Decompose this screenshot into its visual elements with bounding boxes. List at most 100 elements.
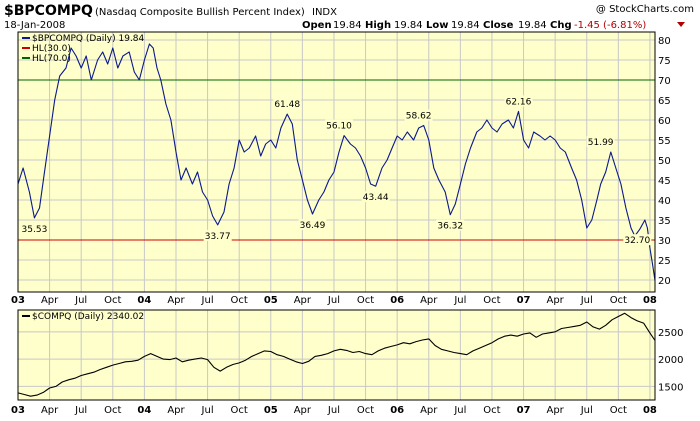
bp-data-label-bg-7 (436, 219, 465, 231)
quote-low-value: 19.84 (451, 20, 480, 31)
chart-name: (Nasdaq Composite Bullish Percent Index) (95, 7, 305, 18)
compq-xtick-label-0: 03 (11, 405, 25, 416)
chart-symbol: $BPCOMPQ (4, 3, 93, 19)
bp-xtick-label-0: 03 (11, 295, 25, 306)
compq-legend-label-0: $COMPQ (Daily) 2340.02 (32, 312, 144, 322)
compq-ytick-label-1: 2000 (658, 355, 683, 366)
bp-series-line-0 (17, 43, 656, 281)
quote-open-value: 19.84 (333, 20, 362, 31)
bp-xtick-label-12: 06 (390, 295, 404, 306)
bp-ytick-label-7: 55 (658, 136, 671, 147)
compq-ytick-label-0: 1500 (658, 382, 683, 393)
quote-open-label: Open (302, 20, 332, 31)
bp-data-label-0: 35.53 (22, 225, 48, 235)
bp-plot-border (17, 31, 656, 293)
bp-data-label-2: 61.48 (274, 100, 300, 110)
watermark: @ StockCharts.com (596, 4, 694, 15)
compq-xtick-label-13: Apr (420, 405, 438, 416)
bp-ytick-label-6: 50 (658, 156, 671, 167)
bp-xtick-label-6: Jul (201, 295, 214, 306)
compq-plot-area (18, 310, 655, 400)
bp-xtick-label-14: Jul (453, 295, 466, 306)
compq-xtick-label-10: Jul (327, 405, 340, 416)
compq-xtick-label-6: Jul (201, 405, 214, 416)
bp-ytick-label-10: 70 (658, 76, 671, 87)
bp-data-label-3: 36.49 (300, 221, 326, 231)
bp-ytick-label-3: 35 (658, 216, 671, 227)
bp-data-label-bg-3 (298, 219, 327, 231)
bp-data-label-9: 51.99 (588, 138, 614, 148)
bp-data-label-4: 56.10 (326, 122, 352, 132)
bp-data-label-7: 36.32 (437, 222, 463, 232)
bp-data-label-6: 58.62 (406, 112, 432, 122)
compq-panel: 1500 2000 2500 $COMPQ (Daily) 2340.02 03 Apr J… (11, 309, 683, 416)
bp-ytick-label-12: 80 (658, 36, 671, 47)
bp-xtick-label-8: 05 (264, 295, 278, 306)
bp-ytick-label-4: 40 (658, 196, 671, 207)
compq-xtick-label-19: Oct (610, 405, 627, 416)
bp-ytick-label-2: 30 (658, 236, 671, 247)
chart-exchange: INDX (312, 7, 337, 18)
compq-xtick-label-8: 05 (264, 405, 278, 416)
bp-ytick-label-9: 65 (658, 96, 671, 107)
compq-xtick-label-4: 04 (137, 405, 151, 416)
compq-xtick-label-16: 07 (517, 405, 531, 416)
quote-high-value: 19.84 (394, 20, 423, 31)
compq-xtick-label-3: Oct (104, 405, 121, 416)
bp-xtick-label-17: Apr (546, 295, 564, 306)
bp-ytick-label-11: 75 (658, 56, 671, 67)
compq-plot-border (17, 309, 656, 401)
compq-xtick-label-14: Jul (453, 405, 466, 416)
bp-ytick-label-5: 45 (658, 176, 671, 187)
bp-legend-label-0: $BPCOMPQ (Daily) 19.84 (32, 34, 145, 44)
bp-panel: 20 25 30 35 40 45 50 55 60 65 70 75 80 35.53 33.77 61.4… (11, 31, 671, 306)
quote-high-label: High (365, 20, 391, 31)
bp-xtick-label-15: Oct (483, 295, 500, 306)
compq-xtick-label-1: Apr (41, 405, 59, 416)
quote-row: Open 19.84 High 19.84 Low 19.84 Close 19… (302, 20, 646, 31)
bp-legend-label-1: HL(30.0) (32, 44, 71, 54)
bp-xtick-label-20: 08 (643, 295, 657, 306)
down-arrow-icon (677, 22, 685, 27)
quote-low-label: Low (426, 20, 448, 31)
bp-data-label-5: 43.44 (363, 193, 389, 203)
compq-ytick-label-2: 2500 (658, 328, 683, 339)
bp-xtick-label-10: Jul (327, 295, 340, 306)
chart-panels: 20 25 30 35 40 45 50 55 60 65 70 75 80 35.53 33.77 61.4… (11, 31, 683, 416)
bp-xtick-label-3: Oct (104, 295, 121, 306)
compq-xtick-label-9: Apr (294, 405, 312, 416)
compq-xtick-label-5: Apr (167, 405, 185, 416)
bp-data-label-bg-8 (504, 95, 533, 107)
bp-xtick-label-18: Jul (580, 295, 593, 306)
bp-xtick-label-19: Oct (610, 295, 627, 306)
quote-chg-value: -1.45 (-6.81%) (574, 20, 646, 31)
bp-xtick-label-16: 07 (517, 295, 531, 306)
compq-xtick-label-18: Jul (580, 405, 593, 416)
bp-data-label-bg-5 (361, 191, 390, 203)
bp-xtick-label-4: 04 (137, 295, 151, 306)
quote-close-label: Close (483, 20, 514, 31)
bp-ytick-label-1: 25 (658, 256, 671, 267)
bp-xtick-label-7: Oct (231, 295, 248, 306)
bp-data-label-bg-6 (404, 109, 433, 121)
bp-data-label-bg-9 (586, 136, 615, 148)
bp-data-label-bg-4 (325, 119, 354, 131)
compq-xtick-label-2: Jul (74, 405, 87, 416)
bp-data-label-bg-1 (203, 229, 232, 241)
bp-data-label-bg-10 (623, 234, 652, 246)
bp-xtick-label-5: Apr (167, 295, 185, 306)
bp-ytick-label-0: 20 (658, 276, 671, 287)
bp-xtick-label-2: Jul (74, 295, 87, 306)
compq-xtick-label-17: Apr (546, 405, 564, 416)
bp-xtick-label-13: Apr (420, 295, 438, 306)
quote-close-value: 19.84 (518, 20, 547, 31)
compq-xtick-label-11: Oct (357, 405, 374, 416)
bp-xtick-label-1: Apr (41, 295, 59, 306)
bp-xtick-label-11: Oct (357, 295, 374, 306)
quote-chg-label: Chg (550, 20, 572, 31)
bp-data-label-10: 32.70 (624, 236, 650, 246)
bp-data-label-1: 33.77 (205, 232, 231, 242)
bp-data-label-bg-0 (20, 222, 49, 234)
chart-date: 18-Jan-2008 (4, 20, 65, 31)
